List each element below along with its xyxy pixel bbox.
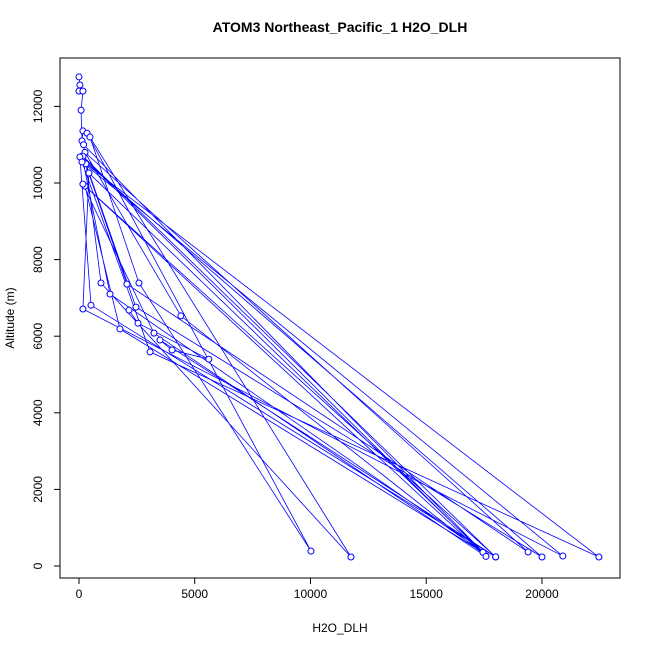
x-axis-label: H2O_DLH (312, 621, 367, 635)
data-point (168, 346, 176, 354)
y-tick-label: 2000 (31, 476, 45, 503)
data-point (79, 305, 87, 313)
data-point (134, 319, 142, 327)
data-point (156, 336, 164, 344)
data-point (97, 279, 105, 287)
data-point (177, 312, 185, 320)
data-point (482, 552, 490, 560)
data-point (86, 133, 94, 141)
chart-title: ATOM3 Northeast_Pacific_1 H2O_DLH (213, 19, 468, 35)
x-tick-label: 10000 (294, 587, 328, 601)
y-tick-label: 6000 (31, 323, 45, 350)
y-axis-label: Altitude (m) (3, 287, 17, 348)
data-point (307, 547, 315, 555)
data-point (559, 552, 567, 560)
data-point (125, 306, 133, 314)
y-tick-label: 8000 (31, 246, 45, 273)
data-point (78, 158, 86, 166)
data-point (492, 553, 500, 561)
plot-frame (59, 57, 621, 579)
x-tick-label: 20000 (525, 587, 559, 601)
y-tick-label: 10000 (31, 166, 45, 200)
x-tick-label: 5000 (181, 587, 208, 601)
data-point (77, 106, 85, 114)
data-point (106, 290, 114, 298)
data-point (347, 553, 355, 561)
data-point (75, 73, 83, 81)
data-point (205, 355, 213, 363)
y-tick-label: 4000 (31, 399, 45, 426)
data-point (85, 169, 93, 177)
data-point (538, 553, 546, 561)
y-tick-label: 12000 (31, 89, 45, 123)
data-point (87, 301, 95, 309)
x-tick-label: 0 (76, 587, 83, 601)
data-line (78, 76, 600, 558)
data-point (150, 329, 158, 337)
data-point (123, 280, 131, 288)
y-tick-label: 0 (31, 562, 45, 569)
data-point (135, 279, 143, 287)
data-point (80, 141, 88, 149)
data-point (132, 303, 140, 311)
data-point (524, 548, 532, 556)
data-point (79, 87, 87, 95)
x-tick-label: 15000 (410, 587, 444, 601)
data-point (116, 325, 124, 333)
data-point (76, 81, 84, 89)
data-point (79, 180, 87, 188)
data-point (595, 553, 603, 561)
data-point (146, 348, 154, 356)
